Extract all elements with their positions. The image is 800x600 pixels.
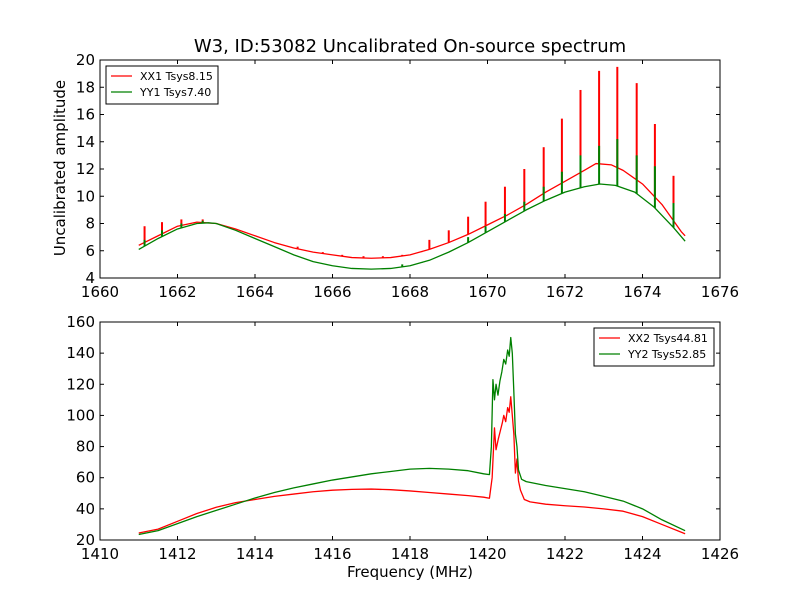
y-tick-label: 160 — [66, 313, 95, 331]
y-tick-label: 4 — [85, 269, 95, 287]
series-line-1 — [138, 396, 686, 535]
top-plot-area: 1660 1662 1664 1666 1668 1670 1672 1674 1676 4 6 8 1… — [76, 51, 739, 301]
x-tick-label: 1668 — [391, 283, 429, 301]
y-tick-label: 6 — [85, 242, 95, 260]
legend-label: XX1 Tsys8.15 — [140, 70, 213, 83]
legend-label: XX2 Tsys44.81 — [628, 332, 708, 345]
legend-label: YY2 Tsys52.85 — [627, 348, 706, 361]
chart-title: W3, ID:53082 Uncalibrated On-source spec… — [194, 36, 626, 57]
top-legend: XX1 Tsys8.15 YY1 Tsys7.40 — [105, 65, 219, 105]
y-tick-label: 100 — [66, 406, 95, 424]
x-tick-label: 1422 — [546, 545, 584, 563]
x-tick-label: 1426 — [701, 545, 739, 563]
y-tick-label: 20 — [76, 51, 95, 69]
x-tick-label: 1424 — [623, 545, 661, 563]
y-tick-label: 120 — [66, 375, 95, 393]
x-axis-label: Frequency (MHz) — [347, 563, 473, 581]
bottom-legend: XX2 Tsys44.81 YY2 Tsys52.85 — [593, 327, 715, 367]
y-tick-label: 20 — [76, 531, 95, 549]
series-line-1 — [138, 162, 686, 259]
y-tick-label: 140 — [66, 344, 95, 362]
bottom-plot-area: 1410 1412 1414 1416 1418 1420 1422 1424 1426 20 40… — [66, 313, 739, 563]
legend-box — [593, 327, 715, 367]
series-group — [138, 66, 686, 270]
series-line-2 — [138, 336, 686, 536]
legend-box — [105, 65, 219, 105]
x-tick-label: 1674 — [623, 283, 661, 301]
bottom-panel: Frequency (MHz) 1410 1412 1414 1416 1418 1420… — [66, 313, 739, 581]
x-tick-label: 1662 — [158, 283, 196, 301]
legend-label: YY1 Tsys7.40 — [139, 86, 211, 99]
series-group — [138, 336, 686, 536]
y-tick-label: 80 — [76, 438, 95, 456]
x-tick-label: 1670 — [468, 283, 506, 301]
y-tick-label: 18 — [76, 78, 95, 96]
y-tick-label: 8 — [85, 215, 95, 233]
y-tick-label: 16 — [76, 106, 95, 124]
x-tick-label: 1420 — [468, 545, 506, 563]
y-axis-label: Uncalibrated amplitude — [51, 80, 69, 256]
x-tick-label: 1418 — [391, 545, 429, 563]
x-tick-label: 1676 — [701, 283, 739, 301]
x-tick-label: 1672 — [546, 283, 584, 301]
y-tick-label: 10 — [76, 187, 95, 205]
x-tick-label: 1410 — [81, 545, 119, 563]
y-tick-label: 60 — [76, 469, 95, 487]
x-tick-label: 1414 — [236, 545, 274, 563]
y-tick-label: 40 — [76, 500, 95, 518]
y-tick-label: 14 — [76, 133, 95, 151]
y-tick-label: 12 — [76, 160, 95, 178]
x-tick-label: 1412 — [158, 545, 196, 563]
top-panel: W3, ID:53082 Uncalibrated On-source spec… — [51, 36, 739, 301]
x-tick-label: 1660 — [81, 283, 119, 301]
x-tick-label: 1664 — [236, 283, 274, 301]
x-tick-label: 1416 — [313, 545, 351, 563]
x-tick-label: 1666 — [313, 283, 351, 301]
